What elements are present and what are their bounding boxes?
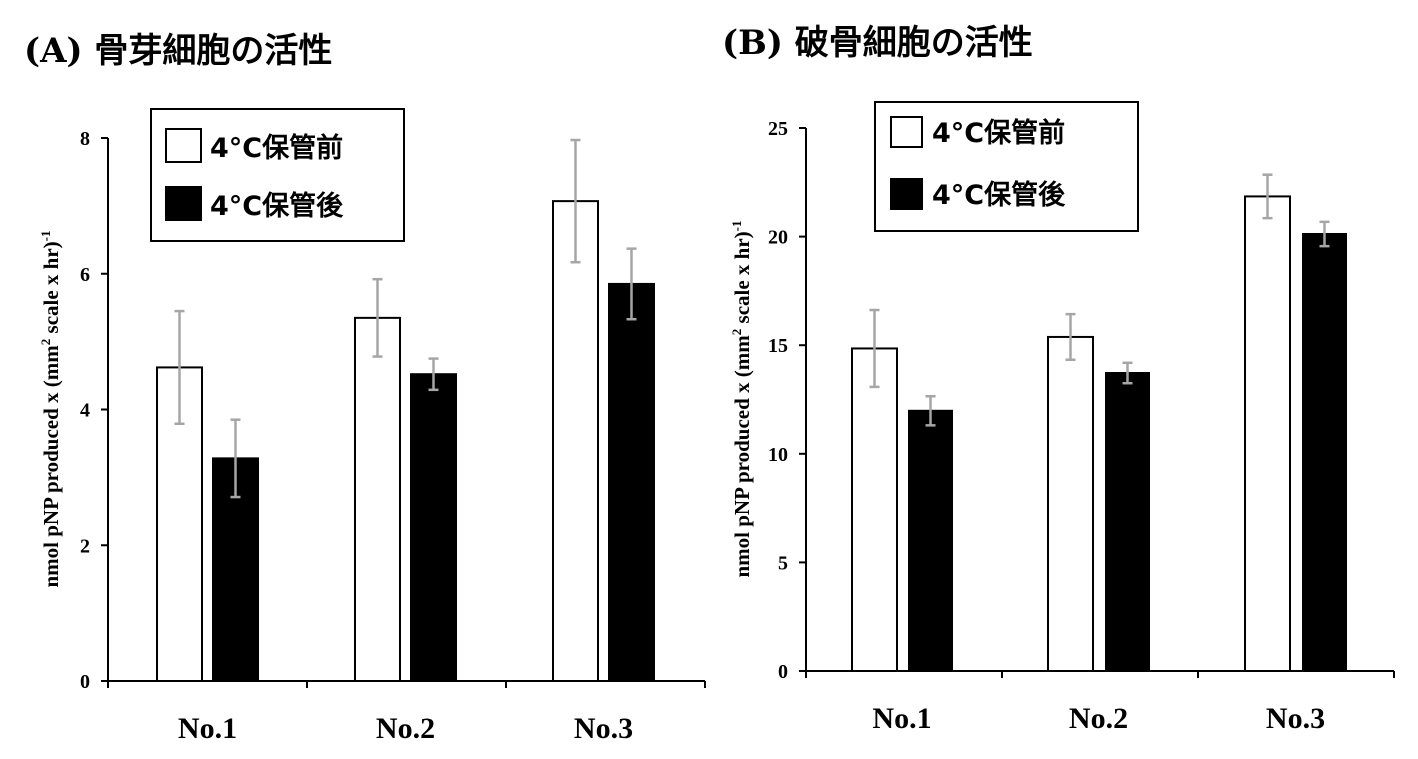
y-tick-label: 20 [768, 227, 788, 249]
bar-no2-series-2 [410, 373, 457, 682]
chart-title: (A) 骨芽細胞の活性 [24, 31, 332, 71]
bar-no2-series-1 [354, 316, 401, 682]
x-category-label: No.3 [1266, 702, 1325, 735]
legend: 4°C保管前 4°C保管後 [150, 108, 405, 242]
x-category-label: No.1 [178, 712, 237, 745]
bar-no3-series-1 [1244, 195, 1291, 672]
y-tick-label: 25 [768, 118, 788, 140]
y-axis-label: nmol pNP produced x (mm2 scale x hr)-1 [729, 220, 754, 577]
legend-label-series-2: 4°C保管後 [932, 180, 1066, 211]
legend-swatch-series-2 [890, 178, 923, 210]
y-tick-label: 10 [768, 444, 788, 466]
y-axis-label: nmol pNP produced x (mm2 scale x hr)-1 [38, 230, 63, 587]
bar-no2-series-1 [1047, 335, 1094, 672]
legend-swatch-series-1 [890, 116, 923, 148]
y-axis-label-exponent: -1 [729, 220, 744, 231]
y-tick-label: 8 [80, 128, 90, 150]
bar-no3-series-2 [1302, 232, 1347, 673]
chart-b-osteoclast-activity: (B) 破骨細胞の活性 nmol pNP produced x (mm2 scal… [722, 23, 1395, 735]
legend-swatch-series-2 [165, 186, 202, 221]
bar-no1-series-1 [851, 347, 898, 672]
x-category-label: No.1 [872, 702, 931, 735]
y-axis-label-rest: scale x hr) [730, 231, 754, 328]
x-category-label: No.2 [376, 712, 435, 745]
chart-title: (B) 破骨細胞の活性 [722, 23, 1033, 63]
x-category-label: No.2 [1069, 702, 1128, 735]
bar-no3-series-1 [552, 200, 599, 682]
y-tick-label: 0 [778, 661, 788, 683]
y-axis-label-sup: 2 [38, 339, 53, 346]
y-axis-label-main: nmol pNP produced x (mm [39, 345, 63, 588]
y-axis-label-main: nmol pNP produced x (mm [730, 335, 754, 578]
y-tick-label: 0 [80, 671, 90, 693]
y-tick-label: 6 [80, 264, 90, 286]
legend-label-series-1: 4°C保管前 [210, 132, 343, 164]
y-tick-label: 5 [778, 552, 788, 574]
bar-no3-series-2 [608, 282, 655, 682]
legend: 4°C保管前 4°C保管後 [874, 101, 1139, 232]
y-tick-label: 4 [80, 400, 90, 422]
bar-no2-series-2 [1105, 372, 1150, 672]
y-tick-label: 2 [80, 535, 90, 557]
y-axis-label-rest: scale x hr) [39, 241, 63, 338]
bar-no1-series-2 [212, 457, 259, 682]
y-axis-label-exponent: -1 [38, 230, 53, 241]
y-tick-label: 15 [768, 335, 788, 357]
x-category-label: No.3 [574, 712, 633, 745]
legend-label-series-1: 4°C保管前 [932, 117, 1065, 149]
legend-swatch-series-1 [165, 128, 202, 163]
y-axis-label-sup: 2 [729, 329, 744, 336]
bar-no1-series-2 [908, 409, 953, 672]
legend-label-series-2: 4°C保管後 [210, 191, 344, 222]
